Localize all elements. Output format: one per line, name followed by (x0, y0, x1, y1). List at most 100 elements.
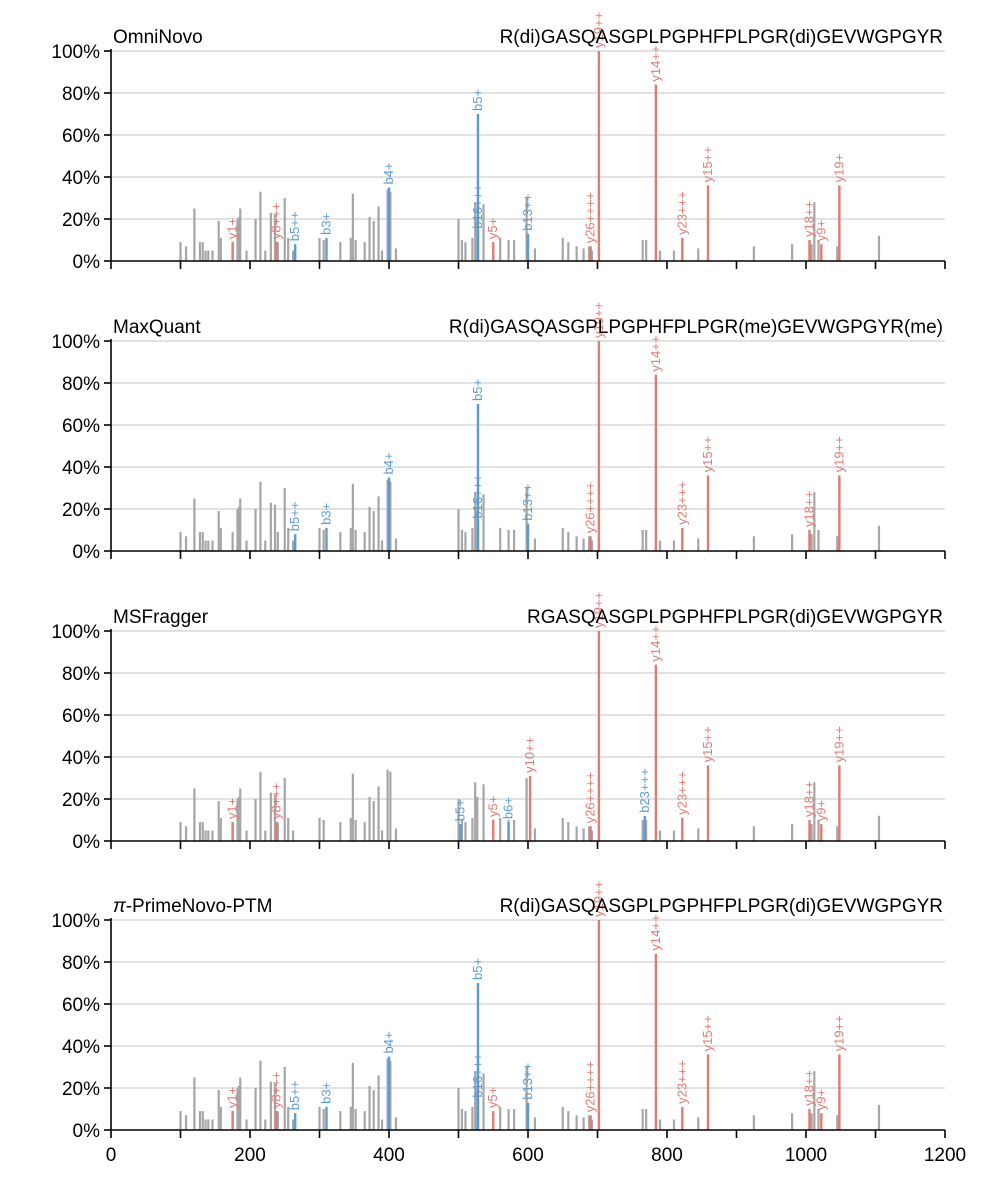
y-ion-label: y9+ (813, 800, 828, 821)
y-tick-label: 40% (62, 748, 100, 769)
y-tick-label: 100% (51, 911, 100, 932)
x-tick-label: 1200 (924, 1145, 966, 1166)
y-ion-label: y14++ (648, 914, 663, 950)
b-ion-label: b4+ (381, 452, 396, 474)
y-tick-label: 20% (62, 1079, 100, 1100)
x-tick-label: 400 (373, 1145, 405, 1166)
b-ion-label: b16+++ (470, 1053, 485, 1097)
y-tick-label: 100% (51, 42, 100, 63)
y-ion-label: y19++ (591, 12, 606, 48)
x-tick-label: 0 (106, 1145, 117, 1166)
y-tick-label: 80% (62, 374, 100, 395)
y-tick-label: 40% (62, 458, 100, 479)
x-tick-label: 800 (651, 1145, 683, 1166)
y-tick-label: 20% (62, 790, 100, 811)
y-ion-label: y8+++ (268, 203, 283, 240)
b-ion-label: b5+ (470, 379, 485, 401)
y-ion-label: y5+ (485, 218, 500, 239)
y-ion-label: y15++ (700, 436, 715, 472)
b-ion-label: b13++ (520, 484, 535, 521)
y-tick-label: 80% (62, 953, 100, 974)
y-tick-label: 40% (62, 168, 100, 189)
y-ion-label: y1+ (225, 798, 240, 819)
peptide-sequence: R(di)GASQASGPLPGPHFPLPGR(me)GEVWGPGYR(me… (449, 317, 943, 338)
b-ion-label: b5++ (287, 212, 302, 242)
y-tick-label: 0% (73, 252, 101, 273)
y-ion-label: y19++ (591, 881, 606, 917)
y-ion-label: y9+ (813, 220, 828, 241)
y-ion-label: y18++ (801, 781, 816, 817)
b-ion-label: b5+ (470, 89, 485, 111)
y-ion-label: y1+ (225, 218, 240, 239)
y-ion-label: y19++ (831, 726, 846, 762)
y-ion-label: y15++ (700, 146, 715, 182)
y-tick-label: 20% (62, 210, 100, 231)
y-tick-label: 80% (62, 84, 100, 105)
y-tick-label: 0% (73, 1121, 101, 1142)
y-ion-label: y26++++ (583, 772, 598, 823)
y-ion-label: y15++ (700, 1015, 715, 1051)
y-tick-label: 40% (62, 1037, 100, 1058)
y-ion-label: y18++ (801, 1070, 816, 1106)
spectrum-panel-3: b5+ b6+ b23+++ y1+ y8+++ y5+ y10++ y26++++ y19++… (51, 592, 946, 853)
y-ion-label: y19++ (831, 436, 846, 472)
x-tick-label: 200 (234, 1145, 266, 1166)
x-tick-label: 1000 (785, 1145, 827, 1166)
y-ion-label: y8+++ (268, 783, 283, 820)
y-tick-label: 80% (62, 664, 100, 685)
b-ion-label: b16+++ (470, 184, 485, 228)
y-ion-label: y23+++ (674, 481, 689, 525)
y-tick-label: 60% (62, 706, 100, 727)
y-tick-label: 0% (73, 542, 101, 563)
y-ion-label: y19++ (591, 592, 606, 628)
y-ion-label: y14++ (648, 625, 663, 661)
b-ion-label: b23+++ (637, 768, 652, 812)
y-ion-label: y23+++ (674, 771, 689, 815)
spectrum-panel-4: b5+ b4+ b3+ b5++ b16+++ b13++ y1+ y8+++ y5+ y26++… (51, 881, 966, 1166)
y-ion-label: y19+ (831, 154, 846, 183)
y-ion-label: y26++++ (583, 482, 598, 533)
y-ion-label: y26++++ (583, 192, 598, 243)
y-tick-label: 60% (62, 126, 100, 147)
b-ion-label: b6+ (501, 797, 516, 819)
y-tick-label: 100% (51, 622, 100, 643)
y-tick-label: 60% (62, 416, 100, 437)
y-ion-label: y1+ (225, 1087, 240, 1108)
y-ion-label: y15++ (700, 726, 715, 762)
peptide-sequence: RGASQASGPLPGPHFPLPGR(di)GEVWGPGYR (527, 607, 943, 628)
b-ion-label: b4+ (381, 1031, 396, 1053)
spectrum-panel-1: b5+ b4+ b3+ b5++ b16+++ b13++ y1+ y8+++ y5+ y26++… (51, 12, 946, 273)
b-ion-label: b16+++ (470, 474, 485, 518)
y-tick-label: 0% (73, 832, 101, 853)
y-ion-label: y23+++ (674, 191, 689, 235)
b-ion-label: b13++ (520, 1063, 535, 1100)
spectrum-panel-2: b5+ b4+ b3+ b5++ b16+++ b13++ y26++++ y19++ y14+… (51, 302, 946, 563)
y-ion-label: y9+ (813, 1089, 828, 1110)
y-ion-label: y26++++ (583, 1061, 598, 1112)
panel-title: π-PrimeNovo-PTM (113, 896, 272, 917)
peptide-sequence: R(di)GASQASGPLPGPHFPLPGR(di)GEVWGPGYR (500, 896, 943, 917)
y-ion-label: y10++ (522, 737, 537, 773)
y-ion-label: y18++ (801, 201, 816, 237)
y-ion-label: y19++ (591, 302, 606, 338)
b-ion-label: b5++ (287, 502, 302, 532)
y-ion-label: y14++ (648, 335, 663, 371)
peptide-sequence: R(di)GASQASGPLPGPHFPLPGR(di)GEVWGPGYR (500, 27, 943, 48)
b-ion-label: b3+ (318, 213, 333, 235)
b-ion-label: b4+ (381, 162, 396, 184)
b-ion-label: b5+ (453, 799, 468, 821)
b-ion-label: b3+ (318, 1082, 333, 1104)
panel-title: OmniNovo (113, 27, 203, 48)
y-ion-label: y23+++ (674, 1060, 689, 1104)
b-ion-label: b5+ (470, 958, 485, 980)
panel-title: MSFragger (113, 607, 209, 628)
x-tick-label: 600 (512, 1145, 544, 1166)
y-ion-label: y5+ (485, 1087, 500, 1108)
y-tick-label: 60% (62, 995, 100, 1016)
y-ion-label: y19++ (831, 1015, 846, 1051)
y-tick-label: 100% (51, 332, 100, 353)
y-tick-label: 20% (62, 500, 100, 521)
panel-title: MaxQuant (113, 317, 201, 338)
y-ion-label: y5+ (485, 796, 500, 817)
